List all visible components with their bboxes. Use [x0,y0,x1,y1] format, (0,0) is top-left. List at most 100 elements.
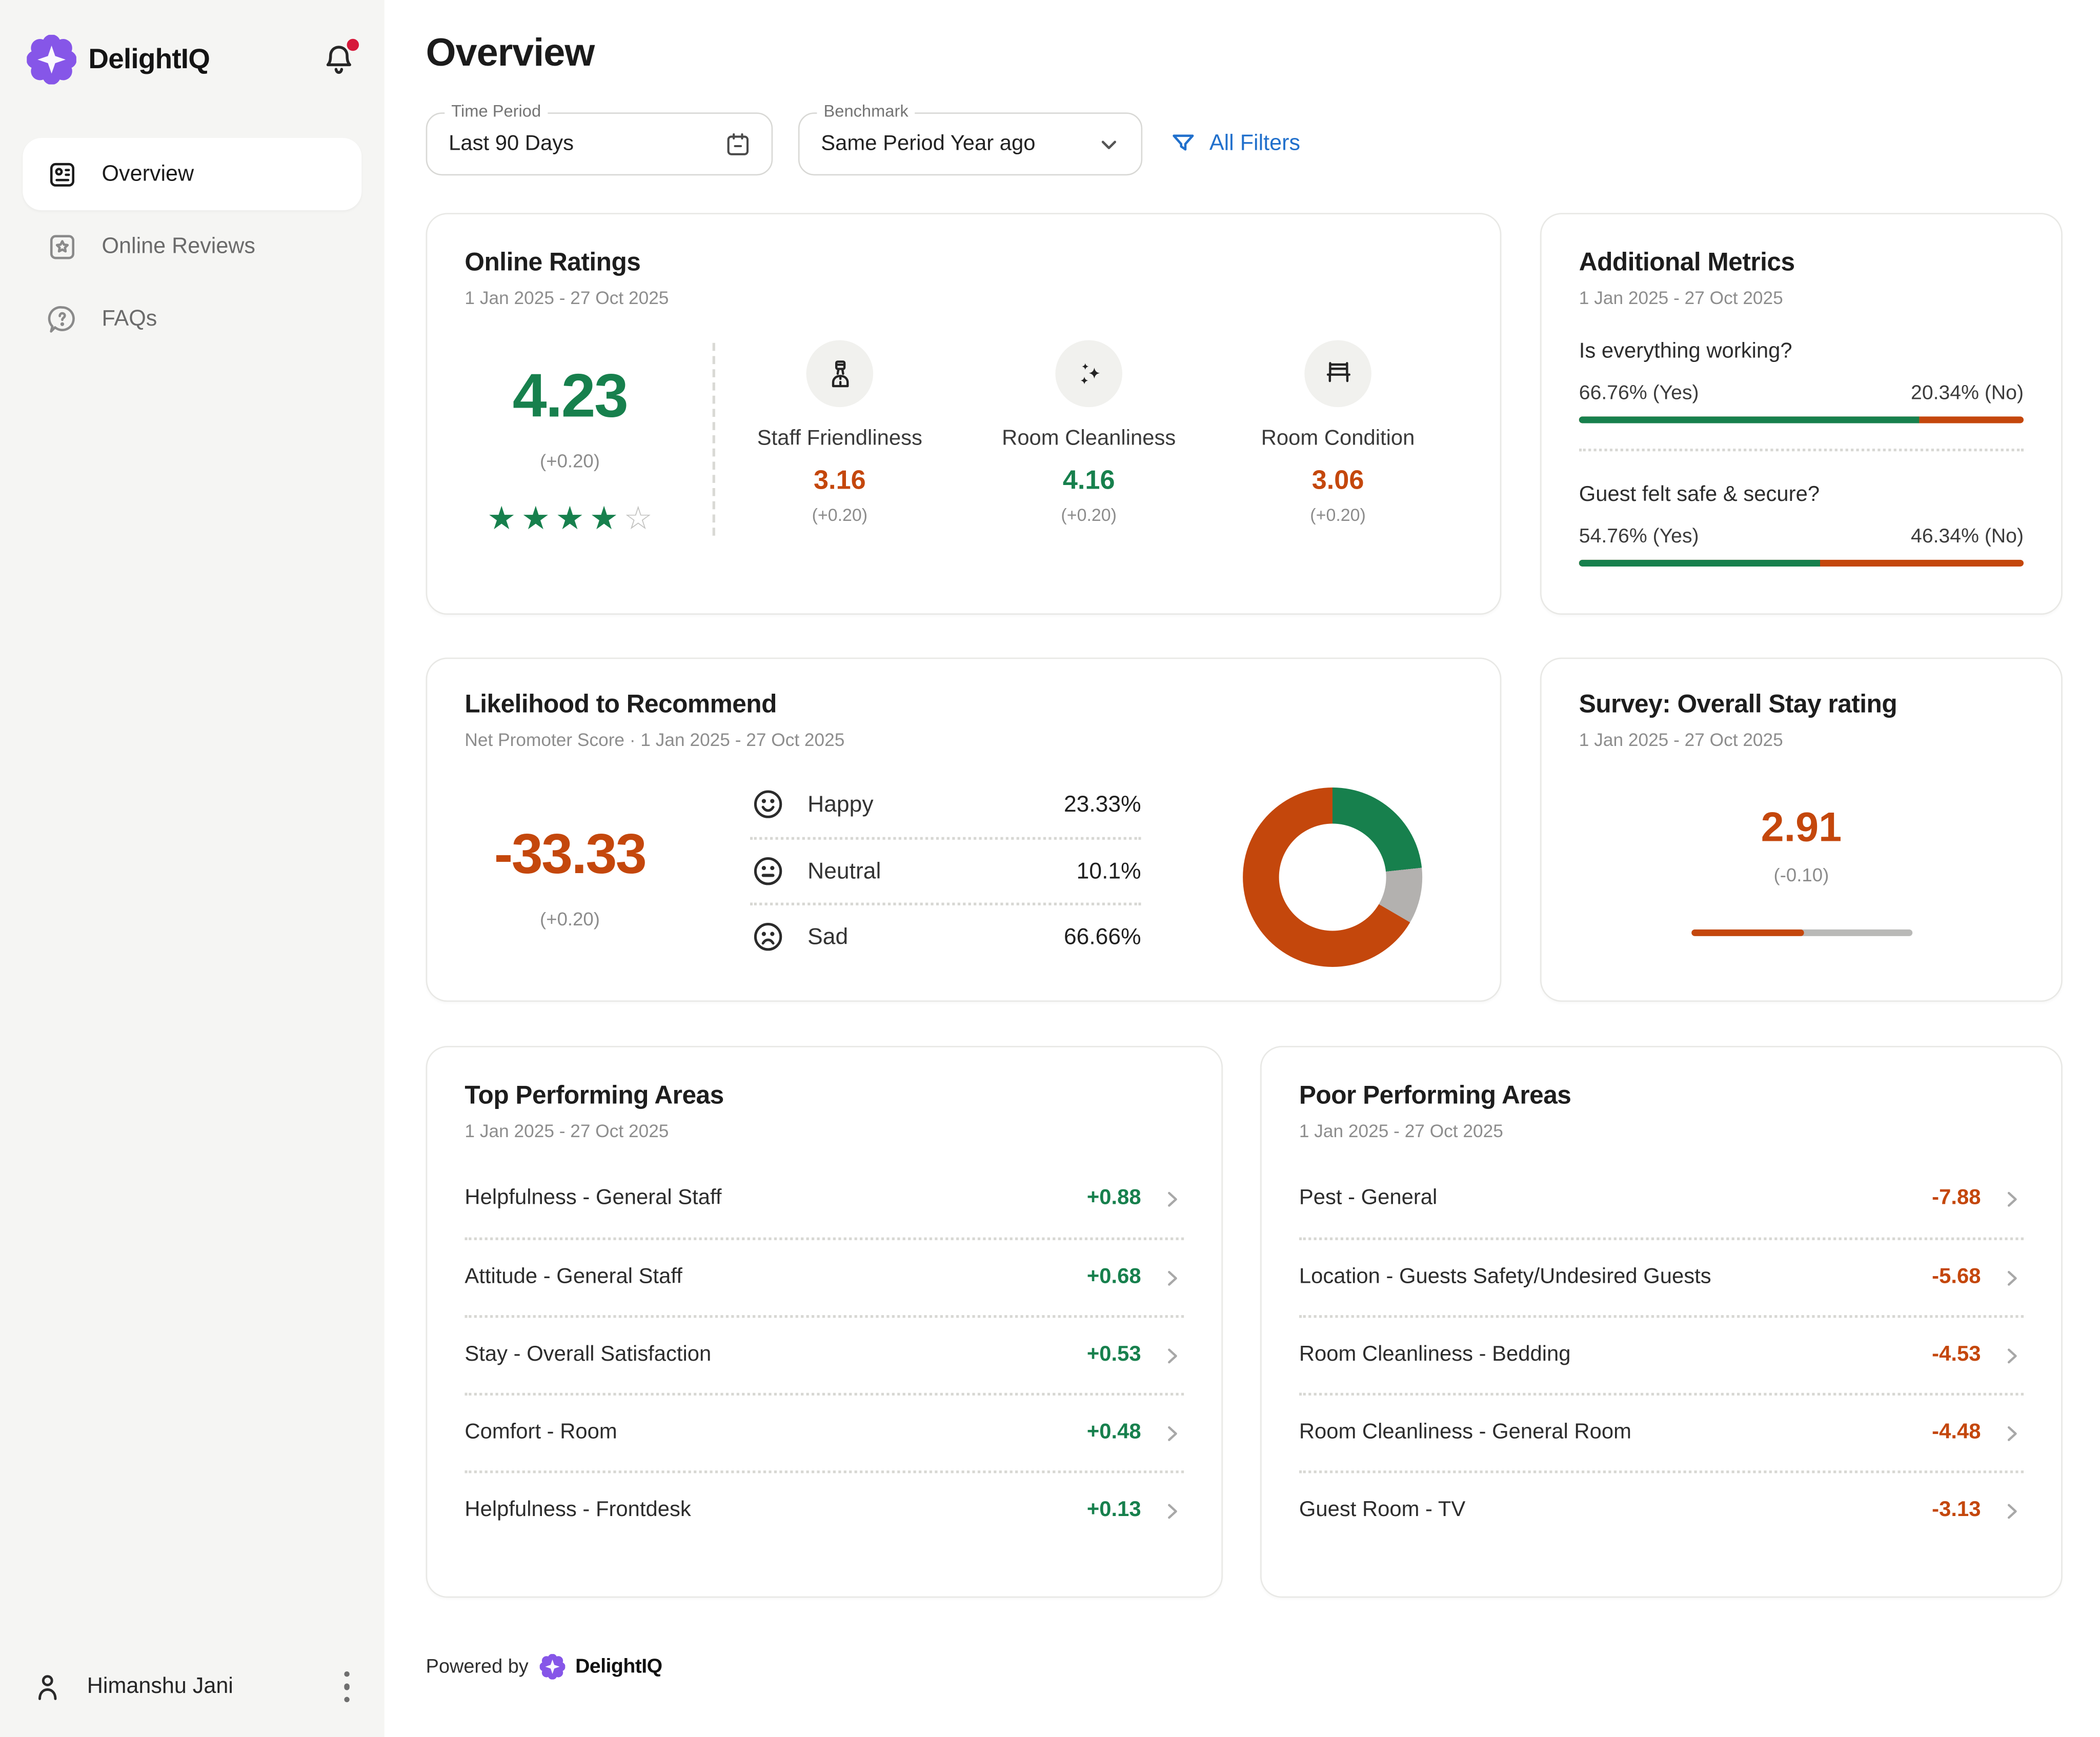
card-title: Top Performing Areas [465,1082,1184,1112]
chevron-right-icon [2001,1187,2024,1210]
sidebar-item-online-reviews[interactable]: Online Reviews [23,210,361,282]
legend-row-happy: Happy 23.33% [750,772,1141,837]
metric-label: Staff Friendliness [757,427,922,451]
chevron-right-icon [1161,1499,1184,1522]
card-date-range: 1 Jan 2025 - 27 Oct 2025 [1299,1121,2024,1141]
area-label: Stay - Overall Satisfaction [465,1343,1086,1367]
star-icon: ☆ [624,503,653,536]
survey-progress-bar [1691,930,1912,936]
metric-staff-friendliness: Staff Friendliness 3.16 (+0.20) [715,337,964,536]
area-value: -5.68 [1932,1266,1981,1290]
area-value: +0.88 [1087,1186,1141,1210]
legend-label: Sad [807,923,1064,950]
yes-percentage: 54.76% (Yes) [1579,525,1699,548]
notification-dot [347,38,359,50]
nps-donut-chart [1243,787,1422,967]
chevron-right-icon [1161,1344,1184,1366]
user-menu-kebab-icon[interactable] [335,1665,357,1707]
legend-value: 23.33% [1064,791,1141,818]
time-period-select[interactable]: Time Period Last 90 Days [426,112,773,175]
sidebar-item-label: Online Reviews [102,234,255,259]
list-item[interactable]: Location - Guests Safety/Undesired Guest… [1299,1238,2024,1316]
metric-room-condition: Room Condition 3.06 (+0.20) [1214,337,1463,536]
yes-no-bar [1579,416,2024,423]
area-value: -4.53 [1932,1343,1981,1367]
question-block: Guest felt safe & secure? 54.76% (Yes) 4… [1579,483,2024,567]
delightiq-logo-icon [27,35,76,85]
sidebar-user-row[interactable]: Himanshu Jani [0,1665,385,1737]
chevron-right-icon [1161,1422,1184,1444]
no-percentage: 46.34% (No) [1911,525,2024,548]
chevron-right-icon [1161,1266,1184,1289]
divider [1579,449,2024,451]
card-date-range: 1 Jan 2025 - 27 Oct 2025 [1579,288,2024,308]
powered-by-footer: Powered by DelightIQ [426,1654,2063,1714]
sidebar-item-overview[interactable]: Overview [23,138,361,210]
area-value: -4.48 [1932,1421,1981,1445]
faq-icon [46,302,79,335]
user-icon [31,1670,64,1703]
area-label: Comfort - Room [465,1421,1086,1445]
area-label: Room Cleanliness - General Room [1299,1421,1932,1445]
card-date-range: 1 Jan 2025 - 27 Oct 2025 [1579,730,2024,750]
area-label: Room Cleanliness - Bedding [1299,1343,1932,1367]
list-item[interactable]: Guest Room - TV -3.13 [1299,1470,2024,1548]
area-label: Pest - General [1299,1186,1932,1210]
additional-metrics-card: Additional Metrics 1 Jan 2025 - 27 Oct 2… [1540,213,2063,615]
card-title: Poor Performing Areas [1299,1082,2024,1112]
legend-row-sad: Sad 66.66% [750,903,1141,968]
card-title: Likelihood to Recommend [465,691,1462,720]
area-value: -3.13 [1932,1499,1981,1523]
funnel-icon [1169,130,1197,158]
yes-percentage: 66.76% (Yes) [1579,381,1699,404]
metric-value: 3.06 [1312,466,1364,497]
sad-face-icon [750,919,786,955]
metric-value: 4.16 [1063,466,1115,497]
area-label: Location - Guests Safety/Undesired Guest… [1299,1266,1932,1290]
list-item[interactable]: Pest - General -7.88 [1299,1160,2024,1238]
list-item[interactable]: Comfort - Room +0.48 [465,1393,1184,1471]
benchmark-select[interactable]: Benchmark Same Period Year ago [798,112,1142,175]
sidebar-item-faqs[interactable]: FAQs [23,282,361,355]
area-label: Attitude - General Staff [465,1266,1086,1290]
all-filters-label: All Filters [1209,131,1300,157]
area-value: +0.68 [1087,1266,1141,1290]
nps-score: -33.33 [494,822,645,886]
page-title: Overview [426,32,2063,76]
metric-delta: (+0.20) [1310,505,1366,525]
list-item[interactable]: Helpfulness - General Staff +0.88 [465,1160,1184,1238]
list-item[interactable]: Helpfulness - Frontdesk +0.13 [465,1470,1184,1548]
powered-by-text: Powered by [426,1656,529,1678]
metric-room-cleanliness: Room Cleanliness 4.16 (+0.20) [964,337,1214,536]
sidebar: DelightIQ Overview [0,0,385,1737]
poor-performing-areas-card: Poor Performing Areas 1 Jan 2025 - 27 Oc… [1260,1046,2063,1598]
brand-logo: DelightIQ [27,35,320,85]
card-title: Online Ratings [465,249,1462,278]
question-text: Guest felt safe & secure? [1579,483,2024,508]
list-item[interactable]: Attitude - General Staff +0.68 [465,1238,1184,1316]
all-filters-button[interactable]: All Filters [1169,130,1300,158]
time-period-label: Time Period [445,102,548,121]
poor-areas-list: Pest - General -7.88 Location - Guests S… [1299,1160,2024,1548]
area-label: Helpfulness - General Staff [465,1186,1086,1210]
main-content: Overview Time Period Last 90 Days Benchm… [385,0,2100,1737]
list-item[interactable]: Room Cleanliness - Bedding -4.53 [1299,1315,2024,1393]
list-item[interactable]: Stay - Overall Satisfaction +0.53 [465,1315,1184,1393]
star-icon: ★ [521,503,550,536]
notifications-bell-button[interactable] [320,41,357,78]
time-period-value: Last 90 Days [449,132,723,156]
area-label: Helpfulness - Frontdesk [465,1499,1086,1523]
chevron-right-icon [1161,1187,1184,1210]
metric-label: Room Cleanliness [1002,427,1176,451]
user-name: Himanshu Jani [87,1674,313,1700]
chevron-right-icon [2001,1344,2024,1366]
sidebar-nav: Overview Online Reviews [0,138,385,355]
star-icon: ★ [487,503,516,536]
card-subtitle: Net Promoter Score · 1 Jan 2025 - 27 Oct… [465,730,1462,750]
chevron-right-icon [2001,1422,2024,1444]
list-item[interactable]: Room Cleanliness - General Room -4.48 [1299,1393,2024,1471]
nps-delta: (+0.20) [540,908,600,930]
overall-rating-delta: (+0.20) [540,450,600,472]
legend-label: Happy [807,791,1064,818]
metric-delta: (+0.20) [1061,505,1117,525]
